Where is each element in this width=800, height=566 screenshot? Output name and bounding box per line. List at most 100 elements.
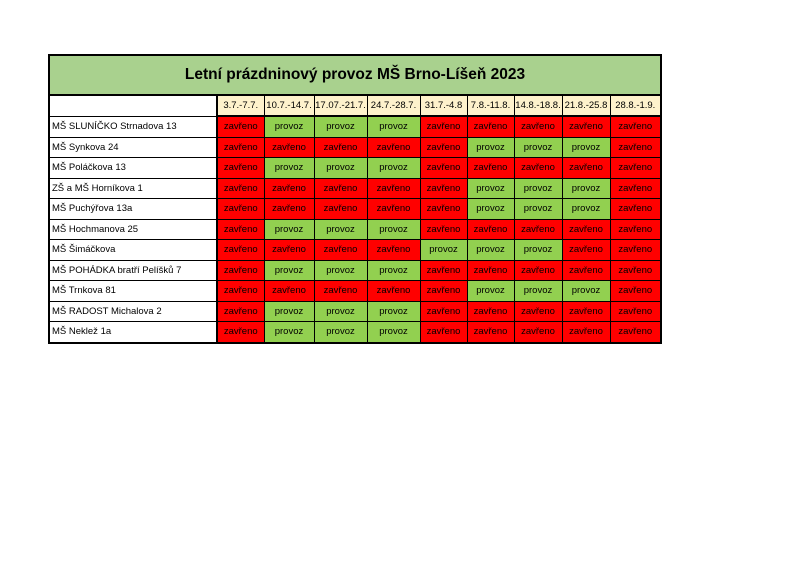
schedule-sheet: Letní prázdninový provoz MŠ Brno-Líšeň 2… bbox=[48, 54, 663, 344]
status-cell-closed: zavřeno bbox=[263, 280, 315, 302]
status-cell-closed: zavřeno bbox=[366, 198, 421, 220]
status-cell-closed: zavřeno bbox=[609, 157, 662, 179]
status-cell-closed: zavřeno bbox=[419, 177, 468, 199]
status-cell-closed: zavřeno bbox=[561, 115, 611, 138]
status-cell-closed: zavřeno bbox=[466, 321, 515, 343]
week-header: 7.8.-11.8. bbox=[466, 94, 515, 117]
status-cell-closed: zavřeno bbox=[466, 300, 515, 322]
school-name: MŠ Puchýřova 13a bbox=[48, 198, 218, 220]
table-row: MŠ SLUNÍČKO Strnadova 13 zavřeno provoz pro… bbox=[48, 115, 662, 138]
status-cell-closed: zavřeno bbox=[313, 239, 368, 261]
week-header: 28.8.-1.9. bbox=[609, 94, 662, 117]
status-cell-closed: zavřeno bbox=[419, 300, 468, 322]
status-cell-closed: zavřeno bbox=[609, 259, 662, 281]
status-cell-open: provoz bbox=[419, 239, 468, 261]
status-cell-closed: zavřeno bbox=[609, 115, 662, 138]
table-row: MŠ Poláčkova 13 zavřeno provoz provoz provoz… bbox=[48, 157, 662, 179]
status-cell-closed: zavřeno bbox=[513, 157, 563, 179]
status-cell-closed: zavřeno bbox=[216, 198, 265, 220]
status-cell-open: provoz bbox=[561, 177, 611, 199]
status-cell-closed: zavřeno bbox=[419, 115, 468, 138]
school-name: MŠ Šimáčkova bbox=[48, 239, 218, 261]
status-cell-closed: zavřeno bbox=[609, 239, 662, 261]
status-cell-closed: zavřeno bbox=[263, 177, 315, 199]
status-cell-open: provoz bbox=[313, 218, 368, 240]
status-cell-closed: zavřeno bbox=[216, 321, 265, 343]
status-cell-closed: zavřeno bbox=[216, 239, 265, 261]
header-corner bbox=[48, 94, 218, 117]
status-cell-closed: zavřeno bbox=[466, 115, 515, 138]
status-cell-closed: zavřeno bbox=[366, 280, 421, 302]
status-cell-open: provoz bbox=[561, 280, 611, 302]
status-cell-closed: zavřeno bbox=[609, 300, 662, 322]
status-cell-open: provoz bbox=[313, 259, 368, 281]
status-cell-closed: zavřeno bbox=[216, 280, 265, 302]
school-name: ZŠ a MŠ Horníkova 1 bbox=[48, 177, 218, 199]
status-cell-closed: zavřeno bbox=[419, 218, 468, 240]
school-name: MŠ POHÁDKA bratří Pelíšků 7 bbox=[48, 259, 218, 281]
status-cell-open: provoz bbox=[513, 280, 563, 302]
status-cell-closed: zavřeno bbox=[419, 136, 468, 158]
status-cell-closed: zavřeno bbox=[513, 218, 563, 240]
school-name: MŠ Synkova 24 bbox=[48, 136, 218, 158]
status-cell-open: provoz bbox=[366, 321, 421, 343]
table-row: MŠ Hochmanova 25 zavřeno provoz provoz provo… bbox=[48, 218, 662, 240]
status-cell-closed: zavřeno bbox=[561, 300, 611, 322]
school-name: MŠ Hochmanova 25 bbox=[48, 218, 218, 240]
status-cell-closed: zavřeno bbox=[561, 157, 611, 179]
status-cell-closed: zavřeno bbox=[419, 157, 468, 179]
status-cell-open: provoz bbox=[466, 136, 515, 158]
week-header: 10.7.-14.7. bbox=[263, 94, 315, 117]
status-cell-open: provoz bbox=[561, 198, 611, 220]
status-cell-closed: zavřeno bbox=[366, 136, 421, 158]
status-cell-open: provoz bbox=[513, 136, 563, 158]
status-cell-closed: zavřeno bbox=[609, 177, 662, 199]
table-row: MŠ RADOST Michalova 2 zavřeno provoz provoz… bbox=[48, 300, 662, 322]
status-cell-open: provoz bbox=[263, 300, 315, 322]
status-cell-open: provoz bbox=[366, 157, 421, 179]
status-cell-open: provoz bbox=[263, 115, 315, 138]
status-cell-open: provoz bbox=[366, 300, 421, 322]
table-title: Letní prázdninový provoz MŠ Brno-Líšeň 2… bbox=[48, 54, 662, 96]
status-cell-open: provoz bbox=[366, 218, 421, 240]
status-cell-closed: zavřeno bbox=[609, 218, 662, 240]
status-cell-closed: zavřeno bbox=[609, 198, 662, 220]
status-cell-closed: zavřeno bbox=[561, 239, 611, 261]
status-cell-closed: zavřeno bbox=[466, 157, 515, 179]
status-cell-closed: zavřeno bbox=[561, 259, 611, 281]
status-cell-closed: zavřeno bbox=[313, 177, 368, 199]
week-header: 24.7.-28.7. bbox=[366, 94, 421, 117]
week-header: 3.7.-7.7. bbox=[216, 94, 265, 117]
status-cell-closed: zavřeno bbox=[513, 115, 563, 138]
status-cell-closed: zavřeno bbox=[466, 259, 515, 281]
status-cell-open: provoz bbox=[366, 259, 421, 281]
status-cell-closed: zavřeno bbox=[419, 259, 468, 281]
status-cell-closed: zavřeno bbox=[216, 136, 265, 158]
status-cell-open: provoz bbox=[263, 321, 315, 343]
status-cell-closed: zavřeno bbox=[216, 259, 265, 281]
status-cell-closed: zavřeno bbox=[216, 300, 265, 322]
status-cell-closed: zavřeno bbox=[216, 218, 265, 240]
status-cell-open: provoz bbox=[313, 321, 368, 343]
status-cell-closed: zavřeno bbox=[561, 218, 611, 240]
status-cell-open: provoz bbox=[513, 198, 563, 220]
schedule-table: Letní prázdninový provoz MŠ Brno-Líšeň 2… bbox=[48, 54, 663, 344]
status-cell-open: provoz bbox=[513, 177, 563, 199]
table-row: MŠ Neklež 1a zavřeno provoz provoz provoz zav… bbox=[48, 321, 662, 343]
status-cell-closed: zavřeno bbox=[263, 136, 315, 158]
status-cell-open: provoz bbox=[366, 115, 421, 138]
status-cell-closed: zavřeno bbox=[419, 198, 468, 220]
status-cell-closed: zavřeno bbox=[513, 259, 563, 281]
status-cell-closed: zavřeno bbox=[419, 321, 468, 343]
school-name: MŠ Trnkova 81 bbox=[48, 280, 218, 302]
week-header: 31.7.-4.8 bbox=[419, 94, 468, 117]
status-cell-open: provoz bbox=[313, 300, 368, 322]
week-header: 14.8.-18.8. bbox=[513, 94, 563, 117]
table-row: ZŠ a MŠ Horníkova 1 zavřeno zavřeno zavřeno… bbox=[48, 177, 662, 199]
status-cell-closed: zavřeno bbox=[313, 280, 368, 302]
week-header: 17.07.-21.7. bbox=[313, 94, 368, 117]
status-cell-closed: zavřeno bbox=[216, 115, 265, 138]
status-cell-open: provoz bbox=[313, 115, 368, 138]
school-name: MŠ Neklež 1a bbox=[48, 321, 218, 343]
status-cell-open: provoz bbox=[263, 218, 315, 240]
